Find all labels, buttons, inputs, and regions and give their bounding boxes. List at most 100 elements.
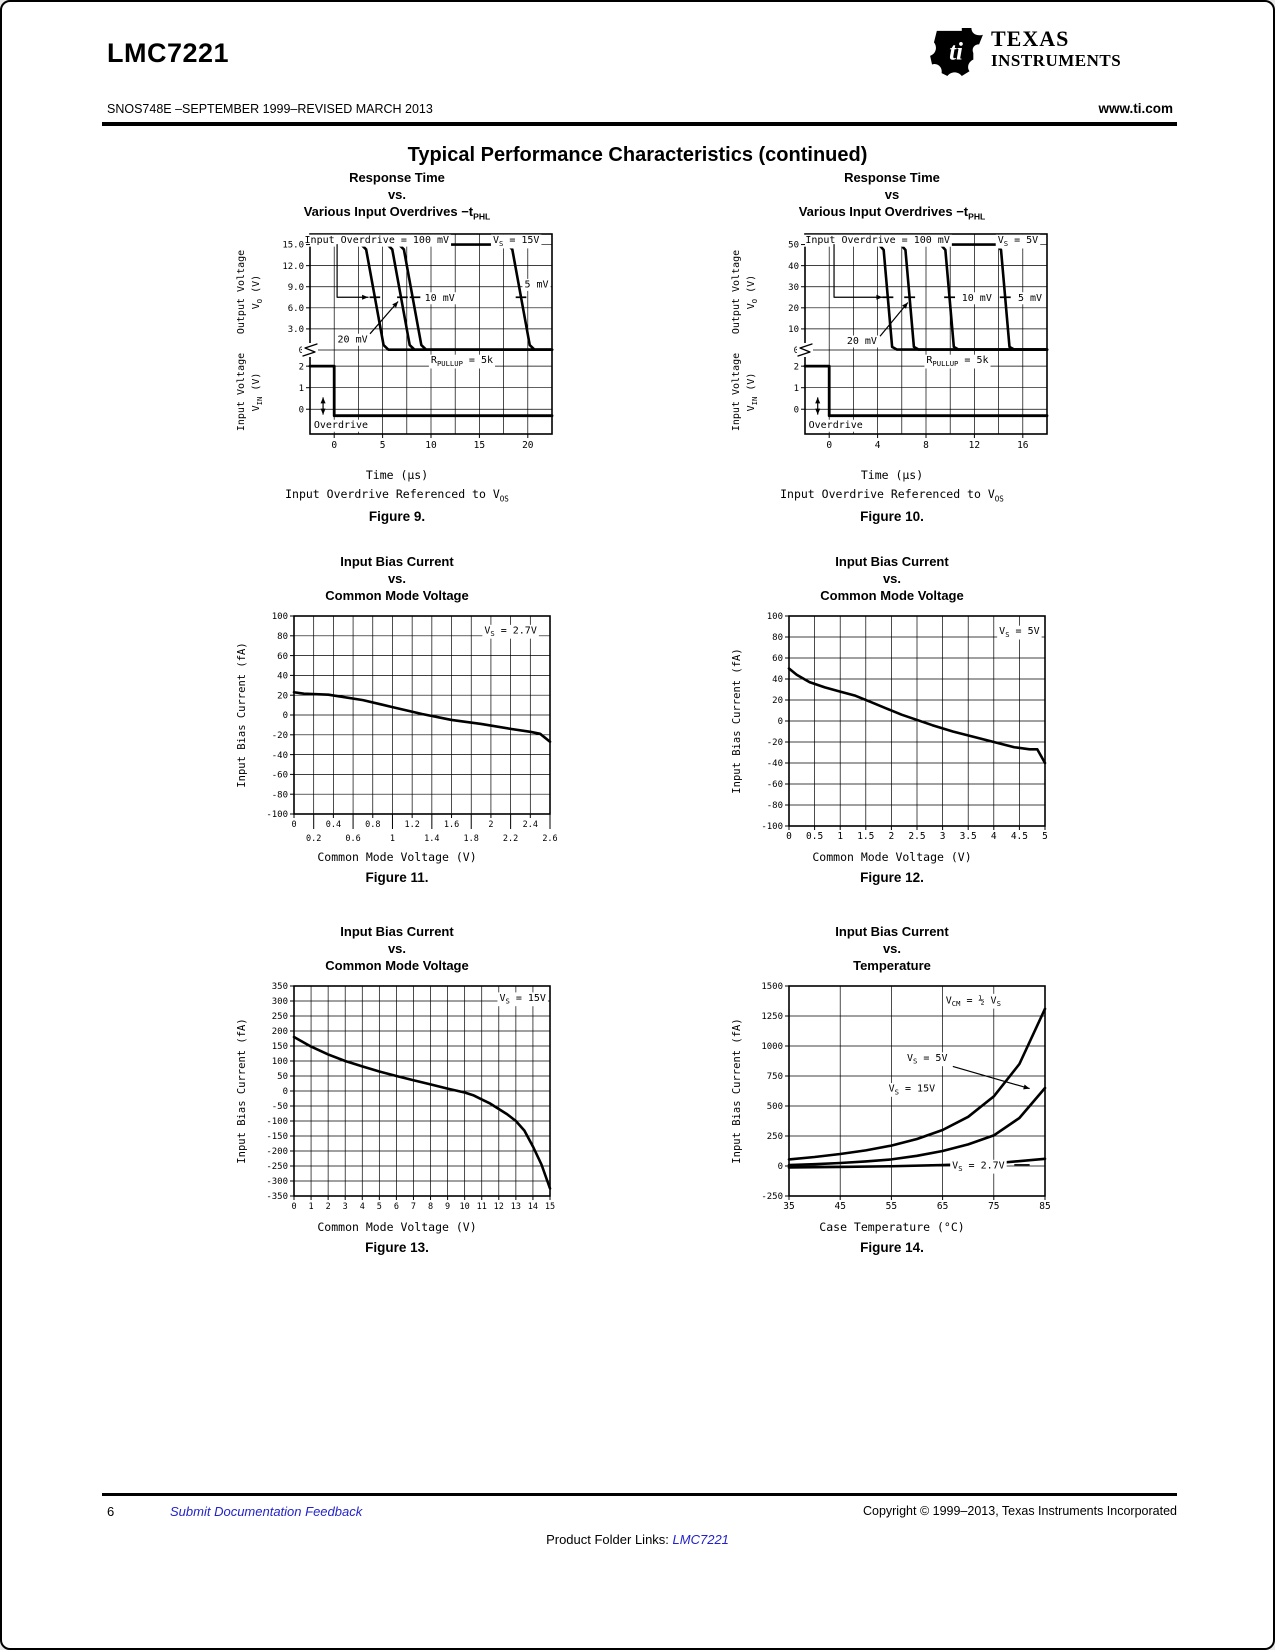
svg-text:1.8: 1.8 — [464, 834, 479, 844]
svg-text:35: 35 — [783, 1201, 794, 1212]
svg-text:30: 30 — [788, 282, 799, 292]
figure-12-title: Input Bias Current vs. Common Mode Voltage — [820, 554, 964, 603]
svg-text:7: 7 — [411, 1202, 416, 1212]
svg-text:0: 0 — [786, 831, 792, 842]
svg-text:10: 10 — [460, 1202, 470, 1212]
svg-text:6: 6 — [394, 1202, 399, 1212]
svg-text:60: 60 — [277, 651, 288, 661]
figure-13-caption: Common Mode Voltage (V) — [317, 1219, 477, 1234]
ti-website-link[interactable]: www.ti.com — [1098, 101, 1173, 116]
svg-text:1500: 1500 — [761, 982, 783, 992]
svg-text:2: 2 — [488, 820, 493, 830]
figure-14-caption: Case Temperature (°C) — [819, 1219, 965, 1234]
svg-text:4: 4 — [360, 1202, 365, 1212]
svg-text:VO (V): VO (V) — [746, 274, 759, 308]
svg-text:50: 50 — [788, 240, 799, 250]
svg-text:1250: 1250 — [761, 1012, 783, 1022]
svg-text:2: 2 — [889, 831, 895, 842]
svg-text:VS = 5V: VS = 5V — [998, 235, 1038, 248]
svg-text:20: 20 — [522, 440, 534, 451]
svg-text:0.5: 0.5 — [806, 831, 823, 842]
svg-text:1: 1 — [794, 383, 799, 393]
svg-text:-250: -250 — [266, 1162, 288, 1172]
svg-text:Input Bias Current (fA): Input Bias Current (fA) — [731, 648, 743, 793]
svg-text:-80: -80 — [767, 801, 783, 811]
svg-text:-100: -100 — [761, 822, 783, 832]
svg-text:0.8: 0.8 — [365, 820, 380, 830]
figure-14-label: Figure 14. — [860, 1240, 924, 1256]
svg-text:12: 12 — [494, 1202, 504, 1212]
svg-text:15: 15 — [545, 1202, 555, 1212]
svg-text:ti: ti — [949, 39, 963, 66]
product-folder-prefix: Product Folder Links: — [546, 1532, 673, 1547]
svg-text:-40: -40 — [767, 759, 783, 769]
figure-10: Response Time vs Various Input Overdrives … — [702, 170, 1082, 524]
svg-text:0.4: 0.4 — [326, 820, 341, 830]
svg-text:-40: -40 — [272, 750, 288, 760]
svg-text:40: 40 — [772, 675, 783, 685]
svg-text:Input Overdrive = 100 mV: Input Overdrive = 100 mV — [805, 235, 950, 246]
svg-text:Input Bias Current (fA): Input Bias Current (fA) — [731, 1018, 743, 1163]
svg-text:10 mV: 10 mV — [962, 292, 992, 303]
svg-text:85: 85 — [1039, 1201, 1050, 1212]
svg-text:-50: -50 — [272, 1102, 288, 1112]
submit-feedback-link[interactable]: Submit Documentation Feedback — [170, 1504, 363, 1519]
svg-text:15.0: 15.0 — [282, 240, 304, 250]
figure-12-chart: 0 0.5 1 1.5 2 2.5 3 3.5 4 4.5 5 100 80 60 40 20 0 -20 -40 -… — [731, 612, 1048, 842]
svg-text:0: 0 — [299, 405, 304, 415]
figure-10-label: Figure 10. — [860, 509, 924, 525]
svg-text:0.2: 0.2 — [306, 834, 321, 844]
svg-text:11: 11 — [477, 1202, 487, 1212]
svg-text:0: 0 — [778, 1162, 783, 1172]
svg-text:3: 3 — [343, 1202, 348, 1212]
figure-10-chart: Input Overdrive = 100 mV VS = 5V 10 mV 5 mV… — [731, 232, 1049, 451]
svg-text:9: 9 — [445, 1202, 450, 1212]
svg-text:2: 2 — [794, 362, 799, 372]
svg-text:Input Voltage: Input Voltage — [236, 352, 247, 430]
figure-11: Input Bias Current vs. Common Mode Voltage… — [207, 554, 587, 885]
svg-text:100: 100 — [272, 1057, 288, 1067]
figure-12-caption: Common Mode Voltage (V) — [812, 849, 972, 864]
figure-11-chart: 0 0.2 0.4 0.6 0.8 1 1.2 1.4 1.6 1.8 2 2.2 2.4 2.6 100 8… — [236, 612, 558, 844]
svg-text:-20: -20 — [272, 731, 288, 741]
svg-text:40: 40 — [277, 671, 288, 681]
svg-text:0: 0 — [299, 346, 304, 356]
svg-text:RPULLUP = 5k: RPULLUP = 5k — [431, 355, 493, 368]
ti-brand-line2: Instruments — [991, 51, 1122, 70]
svg-text:Input Bias Current (fA): Input Bias Current (fA) — [236, 1018, 248, 1163]
product-folder-link[interactable]: LMC7221 — [672, 1532, 729, 1547]
figure-12-label: Figure 12. — [860, 870, 924, 886]
figure-10-caption: Time (μs) Input Overdrive Referenced to V… — [780, 467, 1004, 504]
svg-text:2.5: 2.5 — [908, 831, 925, 842]
svg-text:5: 5 — [377, 1202, 382, 1212]
svg-text:2.6: 2.6 — [542, 834, 557, 844]
svg-text:15: 15 — [474, 440, 485, 451]
svg-text:VS = 2.7V: VS = 2.7V — [952, 1160, 1005, 1173]
footer-rule — [102, 1493, 1177, 1496]
svg-text:100: 100 — [767, 612, 783, 622]
ti-brand-text: Texas Instruments — [991, 26, 1122, 70]
svg-text:80: 80 — [277, 632, 288, 642]
figure-14: Input Bias Current vs. Temperature 35 45 55 6… — [702, 924, 1082, 1255]
svg-text:RPULLUP = 5k: RPULLUP = 5k — [926, 355, 988, 368]
svg-text:-350: -350 — [266, 1192, 288, 1202]
svg-text:Overdrive: Overdrive — [314, 420, 368, 431]
svg-text:2.2: 2.2 — [503, 834, 518, 844]
svg-text:2: 2 — [326, 1202, 331, 1212]
svg-text:0: 0 — [291, 1202, 296, 1212]
svg-text:1.6: 1.6 — [444, 820, 459, 830]
svg-text:13: 13 — [511, 1202, 521, 1212]
ti-logo-bug-icon: ti — [930, 28, 984, 76]
ti-brand-line1: Texas — [991, 26, 1070, 51]
svg-text:0: 0 — [331, 440, 337, 451]
figure-9-chart: Input Overdrive = 100 mV VS = 15V 10 mV 5 m… — [236, 232, 554, 451]
svg-text:8: 8 — [428, 1202, 433, 1212]
product-folder-line: Product Folder Links: LMC7221 — [2, 1532, 1273, 1547]
svg-text:5 mV: 5 mV — [1018, 292, 1042, 303]
svg-text:350: 350 — [272, 982, 288, 992]
svg-text:8: 8 — [923, 440, 929, 451]
svg-text:3.5: 3.5 — [960, 831, 977, 842]
svg-text:3: 3 — [940, 831, 946, 842]
svg-text:1: 1 — [390, 834, 395, 844]
figure-9-title: Response Time vs. Various Input Overdrives… — [303, 170, 491, 222]
